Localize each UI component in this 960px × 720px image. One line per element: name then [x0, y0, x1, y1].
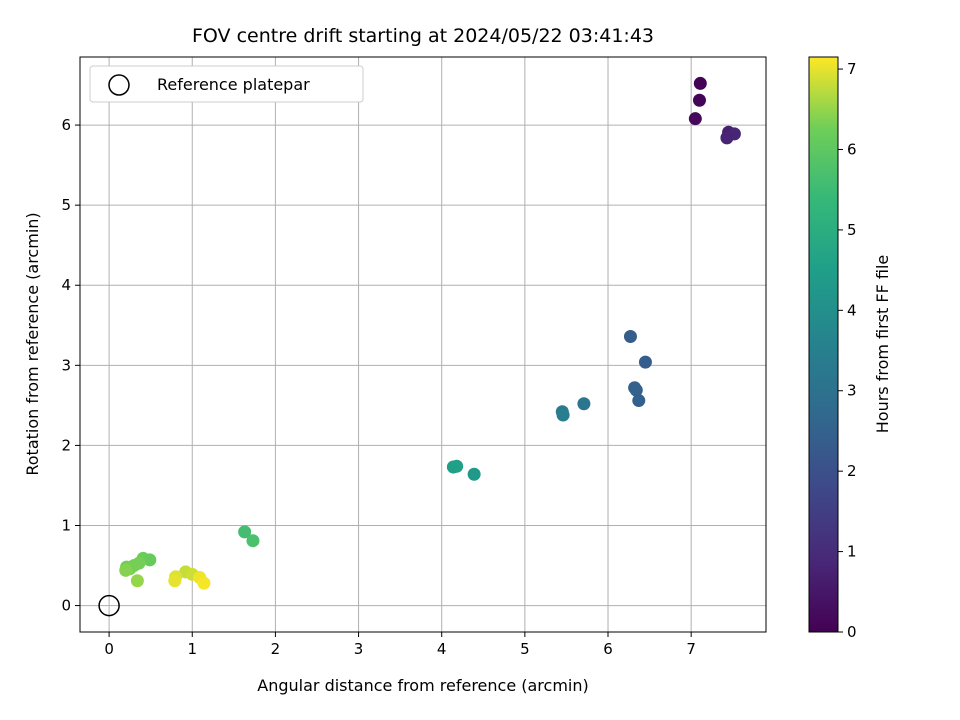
colorbar-label: Hours from first FF file — [873, 255, 892, 434]
scatter-point — [197, 576, 211, 590]
x-tick-label: 4 — [437, 640, 447, 658]
x-tick-label: 1 — [187, 640, 197, 658]
y-tick-label: 5 — [61, 196, 71, 214]
colorbar-tick-label: 6 — [847, 140, 857, 158]
x-axis-ticks: 0 1 2 3 4 5 6 7 — [104, 632, 696, 658]
data-points — [119, 76, 741, 590]
x-tick-label: 0 — [104, 640, 114, 658]
scatter-point — [467, 467, 481, 481]
x-tick-label: 6 — [603, 640, 613, 658]
y-tick-label: 6 — [61, 116, 71, 134]
scatter-point — [556, 408, 570, 422]
legend-box — [89, 65, 364, 103]
scatter-point — [450, 459, 464, 473]
colorbar-tick-label: 5 — [847, 221, 857, 239]
chart-title: FOV centre drift starting at 2024/05/22 … — [192, 25, 654, 47]
plot-frame — [79, 56, 767, 633]
x-axis-label: Angular distance from reference (arcmin) — [257, 676, 588, 695]
colorbar-tick-label: 2 — [847, 462, 857, 480]
scatter-point — [638, 355, 652, 369]
scatter-point — [688, 112, 702, 126]
scatter-point — [720, 131, 734, 145]
colorbar-tick-label: 0 — [847, 623, 857, 641]
grid-lines — [80, 57, 766, 632]
scatter-point — [119, 563, 133, 577]
y-axis-label: Rotation from reference (arcmin) — [23, 212, 42, 475]
colorbar-tick-label: 1 — [847, 543, 857, 561]
legend-marker-circle — [108, 74, 130, 96]
reference-point — [98, 594, 120, 617]
colorbar-tick-label: 7 — [847, 60, 857, 78]
scatter-point — [632, 394, 646, 408]
colorbar-ticks: 0 1 2 3 4 5 6 7 — [838, 60, 857, 641]
legend-entry-reference: Reference platepar — [157, 75, 310, 94]
scatter-point — [246, 534, 260, 548]
scatter-point — [629, 383, 643, 397]
colorbar-tick-label: 3 — [847, 382, 857, 400]
y-tick-label: 1 — [61, 516, 71, 534]
y-tick-label: 4 — [61, 276, 71, 294]
scatter-point — [693, 76, 707, 90]
scatter-point — [623, 329, 637, 343]
scatter-point — [130, 574, 144, 588]
scatter-point — [168, 574, 182, 588]
scatter-point — [692, 93, 706, 107]
scatter-point — [238, 525, 252, 539]
reference-platepar-marker — [98, 594, 120, 617]
y-axis-ticks: 0 1 2 3 4 5 6 — [61, 116, 80, 615]
colorbar-gradient — [808, 56, 839, 633]
x-tick-label: 2 — [271, 640, 281, 658]
legend: Reference platepar — [89, 65, 364, 103]
scatter-point — [143, 553, 157, 567]
colorbar: 0 1 2 3 4 5 6 7 Hours from first FF file — [808, 56, 892, 641]
y-tick-label: 2 — [61, 436, 71, 454]
colorbar-tick-label: 4 — [847, 301, 857, 319]
y-tick-label: 0 — [61, 597, 71, 615]
x-tick-label: 3 — [354, 640, 364, 658]
x-tick-label: 7 — [686, 640, 696, 658]
x-tick-label: 5 — [520, 640, 530, 658]
scatter-point — [577, 397, 591, 411]
y-tick-label: 3 — [61, 356, 71, 374]
